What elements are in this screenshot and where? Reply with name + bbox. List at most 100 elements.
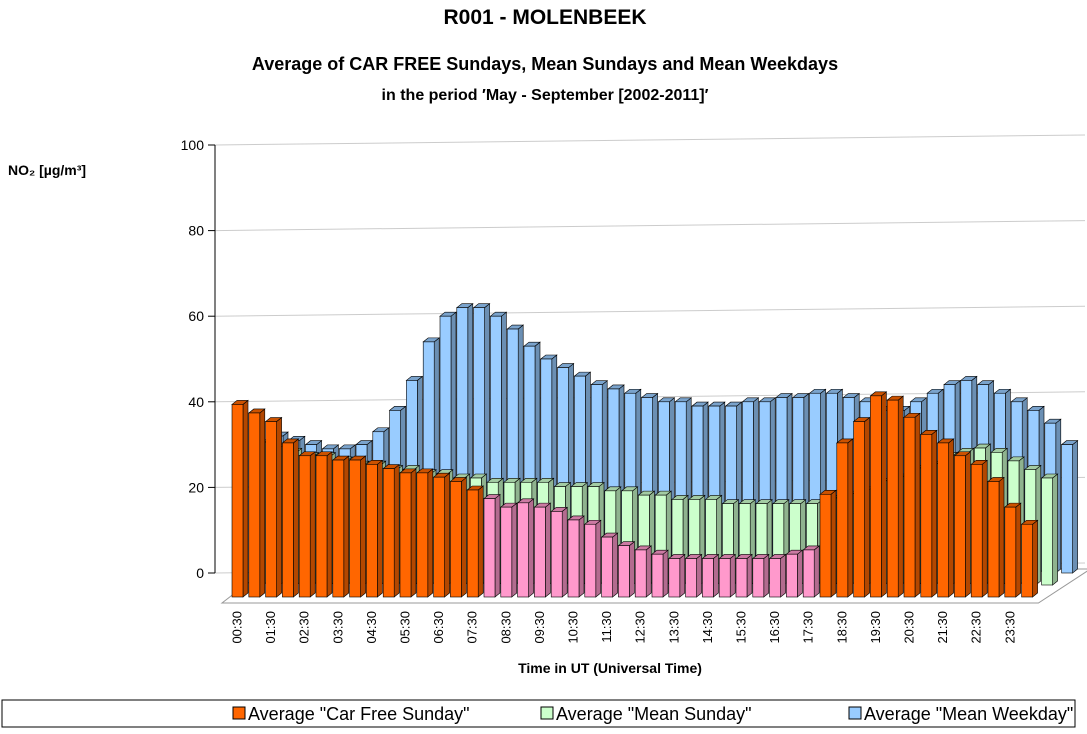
bar-front [802,549,815,598]
bar [718,553,737,598]
bar-front [685,558,697,598]
bar [903,412,921,598]
bar-side [981,459,988,598]
bar-side [763,553,770,598]
x-tick-label: 19:30 [868,611,883,644]
bar-front [450,481,462,598]
bar [684,553,703,598]
bar-front [1041,477,1053,586]
bar-side [696,553,702,598]
bar [382,463,401,598]
bar-front [853,421,865,598]
bar-side [948,438,954,598]
bar-front [618,545,630,598]
bar-front [265,421,277,598]
bar [1003,502,1022,598]
bar-side [326,451,333,598]
bar-front [634,549,647,598]
bar-side [629,541,635,598]
bar-side [545,502,551,598]
bar [852,416,871,598]
bar-side [461,476,467,598]
bar [516,498,535,598]
y-tick-label: 60 [188,308,204,324]
bar-front [466,489,479,598]
bar-front [601,536,613,598]
x-tick-label: 08:30 [498,611,513,644]
bar [1040,473,1059,586]
bar [701,553,720,598]
legend-swatch [848,706,862,720]
bar-front [584,523,597,598]
legend-label: Average "Car Free Sunday" [248,704,470,724]
bar-side [679,553,686,598]
grid-line [214,134,1086,146]
bar [533,502,552,598]
bar-front [567,519,580,598]
bar-side [797,549,803,598]
bar-front [718,558,731,598]
bar-front [870,395,882,598]
bar [970,459,989,598]
legend-label: Average "Mean Weekday" [864,704,1073,724]
legend-swatch [232,706,246,720]
x-tick-label: 18:30 [834,611,849,644]
bar-side [561,506,568,598]
y-axis-label: NO₂ [µg/m³] [8,162,86,178]
bar-front [735,558,748,598]
bar-side [864,416,870,598]
bar-side [309,451,316,598]
bar-side [746,553,753,598]
y-tick-label: 80 [188,223,204,239]
legend-box [1,699,1076,728]
bar-side [645,545,652,598]
bar-front [517,502,529,598]
bar-side [897,395,904,598]
x-tick-label: 05:30 [398,611,413,644]
bar-front [920,434,933,598]
bar-side [1052,473,1058,586]
x-tick-label: 10:30 [566,611,581,644]
bar [315,451,333,598]
bar-front [1004,506,1017,598]
bar [987,476,1005,598]
y-tick-label: 100 [181,137,205,153]
bar-side [1015,502,1022,598]
bar [600,532,619,598]
bar-front [433,476,445,598]
x-tick-label: 14:30 [700,611,715,644]
bar-front [416,472,429,598]
bar-front [987,481,1000,598]
bar-front [231,404,244,598]
x-tick-label: 12:30 [633,611,648,644]
x-tick-label: 23:30 [1002,611,1017,644]
bar [298,451,317,598]
bar-front [315,455,328,598]
bar [331,455,350,598]
bar-front [954,455,966,598]
bar-side [830,489,837,598]
bar [583,519,602,598]
bar [550,506,569,598]
x-tick-label: 17:30 [801,611,816,644]
x-tick-label: 16:30 [767,611,782,644]
bar-side [998,476,1005,598]
bar [651,549,669,598]
x-tick-label: 22:30 [969,611,984,644]
x-tick-label: 04:30 [364,611,379,644]
bar-front [399,472,412,598]
bar [785,549,804,598]
chart-period: in the period ′May - September [2002-201… [382,87,709,104]
x-tick-label: 02:30 [297,611,312,644]
bar-side [377,459,383,598]
bar-front [550,511,563,598]
x-tick-label: 21:30 [935,611,950,644]
bar [735,553,753,598]
bar-front [382,468,395,598]
bar-side [1032,519,1038,598]
bar-side [931,429,938,598]
bar [499,502,518,598]
x-tick-label: 06:30 [431,611,446,644]
bar-side [729,553,736,598]
